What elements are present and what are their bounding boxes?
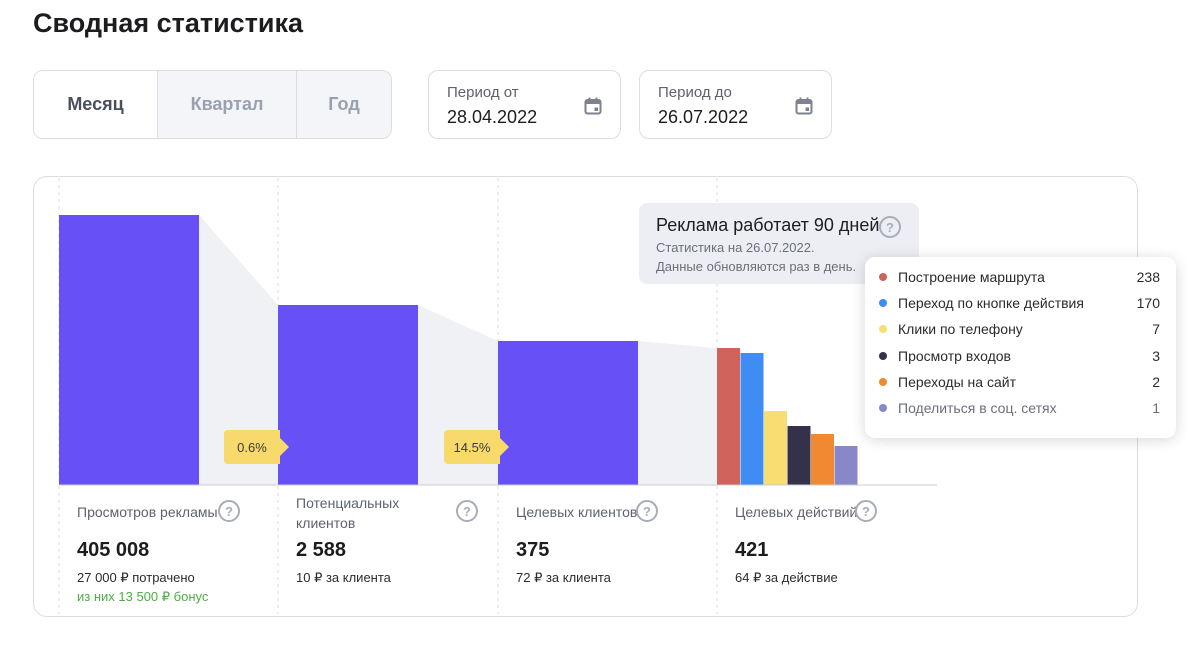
metric-sub: 64 ₽ за действие	[735, 570, 838, 585]
date-from-field[interactable]: Период от 28.04.2022	[428, 70, 621, 139]
period-switcher: Месяц Квартал Год	[33, 70, 392, 139]
metric-value: 421	[735, 539, 769, 561]
help-icon[interactable]: ?	[855, 500, 877, 522]
tab-quarter[interactable]: Квартал	[157, 71, 296, 138]
legend-item: Переход по кнопке действия 170	[879, 292, 1160, 314]
help-icon[interactable]: ?	[456, 500, 478, 522]
legend-item: Поделиться в соц. сетях 1	[879, 397, 1160, 419]
metric-label: Просмотров рекламы	[77, 504, 218, 520]
metric-sub: 10 ₽ за клиента	[296, 570, 391, 585]
legend-label: Переходы на сайт	[898, 374, 1016, 390]
legend-label: Клики по телефону	[898, 321, 1023, 337]
action-bar	[834, 446, 858, 485]
metric-value: 375	[516, 539, 550, 561]
legend-dot	[879, 325, 887, 333]
legend-item: Построение маршрута 238	[879, 266, 1160, 288]
date-from-value: 28.04.2022	[447, 107, 538, 127]
help-icon[interactable]: ?	[636, 500, 658, 522]
metric-potential: Потенциальных клиентов ? 2 588 10 ₽ за к…	[296, 493, 478, 585]
legend-count: 238	[1136, 269, 1160, 285]
funnel-bar-target	[498, 341, 638, 485]
tooltip-line: Статистика на 26.07.2022.	[656, 240, 815, 255]
action-bars	[717, 348, 858, 485]
legend-dot	[879, 352, 887, 360]
conversion-badge-1: 0.6%	[224, 430, 289, 464]
metric-label: Целевых действий	[735, 504, 858, 520]
funnel-bar-potential	[278, 305, 418, 485]
legend-label: Просмотр входов	[898, 348, 1011, 364]
action-bar	[764, 411, 787, 485]
legend-label: Построение маршрута	[898, 269, 1045, 285]
info-tooltip: Реклама работает 90 дней ? Статистика на…	[639, 203, 919, 284]
legend-item: Просмотр входов 3	[879, 345, 1160, 367]
actions-legend: Построение маршрута 238 Переход по кнопк…	[865, 257, 1176, 438]
metric-sub: 72 ₽ за клиента	[516, 570, 611, 585]
legend-label: Переход по кнопке действия	[898, 295, 1084, 311]
legend-item: Клики по телефону 7	[879, 318, 1160, 340]
metric-bonus: из них 13 500 ₽ бонус	[77, 589, 209, 604]
action-bar	[811, 434, 834, 485]
action-bar	[740, 353, 764, 485]
help-icon[interactable]: ?	[879, 216, 901, 238]
legend-count: 2	[1152, 374, 1160, 390]
date-to-value: 26.07.2022	[658, 107, 749, 127]
legend-label: Поделиться в соц. сетях	[898, 400, 1057, 416]
metric-value: 405 008	[77, 539, 150, 561]
funnel-connector	[199, 215, 278, 485]
metric-value: 2 588	[296, 539, 347, 561]
date-from-label: Период от	[447, 84, 519, 101]
metric-views: Просмотров рекламы ? 405 008 27 000 ₽ по…	[77, 496, 267, 604]
metric-actions: Целевых действий ? 421 64 ₽ за действие	[735, 496, 925, 585]
date-to-label: Период до	[658, 84, 732, 101]
legend-count: 3	[1152, 348, 1160, 364]
action-bar	[717, 348, 740, 485]
page-title: Сводная статистика	[33, 8, 304, 38]
funnel-bar-views	[59, 215, 199, 485]
legend-dot	[879, 273, 887, 281]
tooltip-line: Данные обновляются раз в день.	[656, 259, 857, 274]
date-to-field[interactable]: Период до 26.07.2022	[639, 70, 832, 139]
metric-target: Целевых клиентов ? 375 72 ₽ за клиента	[516, 496, 706, 585]
action-bar	[787, 426, 811, 485]
tooltip-heading: Реклама работает 90 дней	[656, 215, 880, 235]
legend-count: 7	[1152, 321, 1160, 337]
legend-dot	[879, 378, 887, 386]
legend-dot	[879, 299, 887, 307]
legend-item: Переходы на сайт 2	[879, 371, 1160, 393]
metric-label: Целевых клиентов	[516, 504, 638, 520]
legend-count: 170	[1136, 295, 1160, 311]
conversion-badge-2: 14.5%	[444, 430, 509, 464]
legend-dot	[879, 404, 887, 412]
tab-month[interactable]: Месяц	[34, 71, 157, 138]
metric-label: Потенциальных клиентов	[296, 495, 400, 531]
metric-sub: 27 000 ₽ потрачено	[77, 570, 195, 585]
tab-year[interactable]: Год	[296, 71, 391, 138]
funnel-connector	[638, 341, 717, 485]
calendar-icon[interactable]	[795, 97, 813, 115]
calendar-icon[interactable]	[584, 97, 602, 115]
help-icon[interactable]: ?	[218, 500, 240, 522]
legend-count: 1	[1152, 400, 1160, 416]
